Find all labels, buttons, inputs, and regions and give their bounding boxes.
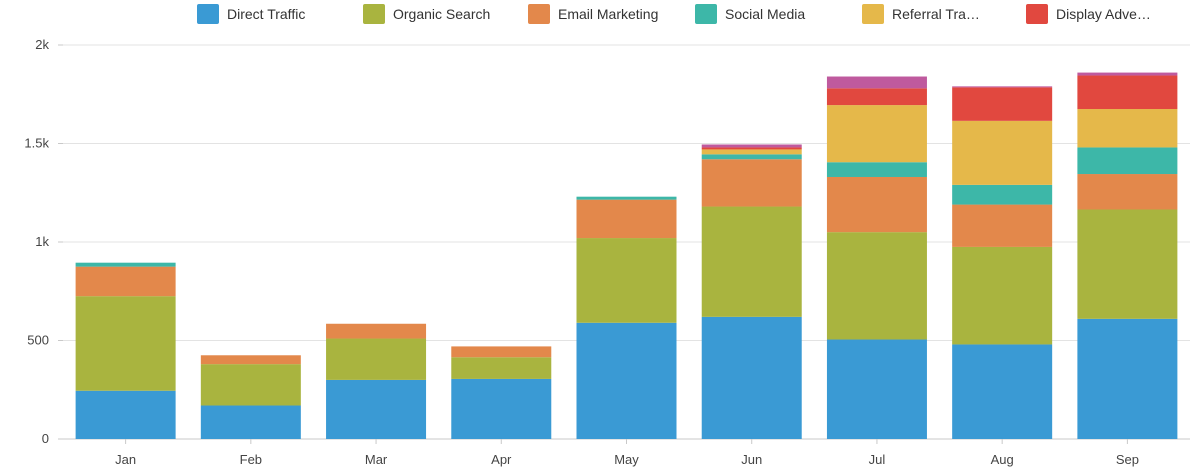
- bar-aug-email-marketing: [952, 204, 1053, 247]
- bar-jun-organic-search: [701, 206, 802, 317]
- bar-jul-organic-search: [826, 232, 927, 340]
- x-tick-label: May: [614, 452, 639, 467]
- legend-swatch: [528, 4, 550, 24]
- legend-swatch: [695, 4, 717, 24]
- legend-label: Social Media: [725, 6, 805, 22]
- bars: [75, 72, 1178, 439]
- bar-jul-series-7: [826, 76, 927, 89]
- bar-sep-organic-search: [1077, 209, 1178, 319]
- bar-jan-social-media: [75, 262, 176, 267]
- x-tick-label: Jul: [869, 452, 886, 467]
- x-tick-label: Feb: [240, 452, 262, 467]
- bar-jul-email-marketing: [826, 176, 927, 233]
- legend-label: Organic Search: [393, 6, 490, 22]
- y-tick-label: 1k: [35, 234, 49, 249]
- bar-jul-direct-traffic: [826, 339, 927, 439]
- legend-label: Referral Tra…: [892, 6, 980, 22]
- bar-feb-organic-search: [200, 364, 301, 406]
- bar-jun-email-marketing: [701, 159, 802, 207]
- legend-swatch: [862, 4, 884, 24]
- bar-aug-referral-tra: [952, 120, 1053, 185]
- bar-aug-social-media: [952, 184, 1053, 205]
- bar-mar-email-marketing: [326, 323, 427, 339]
- bar-sep-email-marketing: [1077, 174, 1178, 210]
- x-tick-label: Apr: [491, 452, 512, 467]
- bar-may-organic-search: [576, 238, 677, 323]
- bar-may-email-marketing: [576, 199, 677, 239]
- x-tick-label: Jan: [115, 452, 136, 467]
- y-tick-label: 500: [27, 333, 49, 348]
- bar-sep-direct-traffic: [1077, 318, 1178, 439]
- bar-feb-direct-traffic: [200, 405, 301, 439]
- legend-swatch: [197, 4, 219, 24]
- bar-jul-referral-tra: [826, 105, 927, 163]
- bar-jun-referral-tra: [701, 149, 802, 155]
- legend: Direct Traffic Organic Search Email Market…: [197, 4, 1151, 24]
- bar-sep-display-adve: [1077, 75, 1178, 110]
- y-axis: 0 500 1k 1.5k 2k: [24, 37, 63, 446]
- y-tick-label: 1.5k: [24, 136, 49, 151]
- bar-jun-direct-traffic: [701, 316, 802, 439]
- legend-swatch: [1026, 4, 1048, 24]
- legend-swatch: [363, 4, 385, 24]
- x-tick-label: Sep: [1116, 452, 1139, 467]
- legend-label: Direct Traffic: [227, 6, 305, 22]
- bar-sep-social-media: [1077, 147, 1178, 175]
- bar-sep-referral-tra: [1077, 109, 1178, 148]
- bar-jan-organic-search: [75, 296, 176, 391]
- bar-jan-direct-traffic: [75, 390, 176, 439]
- legend-label: Display Adve…: [1056, 6, 1151, 22]
- x-axis: Jan Feb Mar Apr May Jun Jul Aug Sep: [115, 439, 1139, 467]
- bar-apr-email-marketing: [451, 346, 552, 358]
- bar-apr-organic-search: [451, 357, 552, 379]
- bar-mar-organic-search: [326, 338, 427, 380]
- legend-label: Email Marketing: [558, 6, 658, 22]
- bar-sep-series-7: [1077, 72, 1178, 76]
- bar-aug-organic-search: [952, 246, 1053, 345]
- legend-item-direct-traffic[interactable]: Direct Traffic: [197, 4, 305, 24]
- bar-jan-email-marketing: [75, 266, 176, 297]
- bar-may-direct-traffic: [576, 322, 677, 439]
- bar-apr-direct-traffic: [451, 378, 552, 439]
- bar-jun-series-7: [701, 144, 802, 148]
- y-tick-label: 0: [42, 431, 49, 446]
- bar-jun-display-adve: [701, 147, 802, 150]
- bar-feb-email-marketing: [200, 355, 301, 365]
- bar-aug-series-7: [952, 86, 1053, 88]
- x-tick-label: Aug: [991, 452, 1014, 467]
- legend-item-display-adve[interactable]: Display Adve…: [1026, 4, 1151, 24]
- legend-item-organic-search[interactable]: Organic Search: [363, 4, 490, 24]
- bar-may-social-media: [576, 196, 677, 200]
- bar-aug-direct-traffic: [952, 344, 1053, 439]
- bar-mar-direct-traffic: [326, 379, 427, 439]
- legend-item-email-marketing[interactable]: Email Marketing: [528, 4, 658, 24]
- bar-aug-display-adve: [952, 87, 1053, 121]
- x-tick-label: Mar: [365, 452, 388, 467]
- y-tick-label: 2k: [35, 37, 49, 52]
- x-tick-label: Jun: [741, 452, 762, 467]
- legend-item-social-media[interactable]: Social Media: [695, 4, 805, 24]
- bar-jul-display-adve: [826, 88, 927, 106]
- bar-jun-social-media: [701, 154, 802, 160]
- bar-jul-social-media: [826, 162, 927, 177]
- legend-item-referral-tra[interactable]: Referral Tra…: [862, 4, 980, 24]
